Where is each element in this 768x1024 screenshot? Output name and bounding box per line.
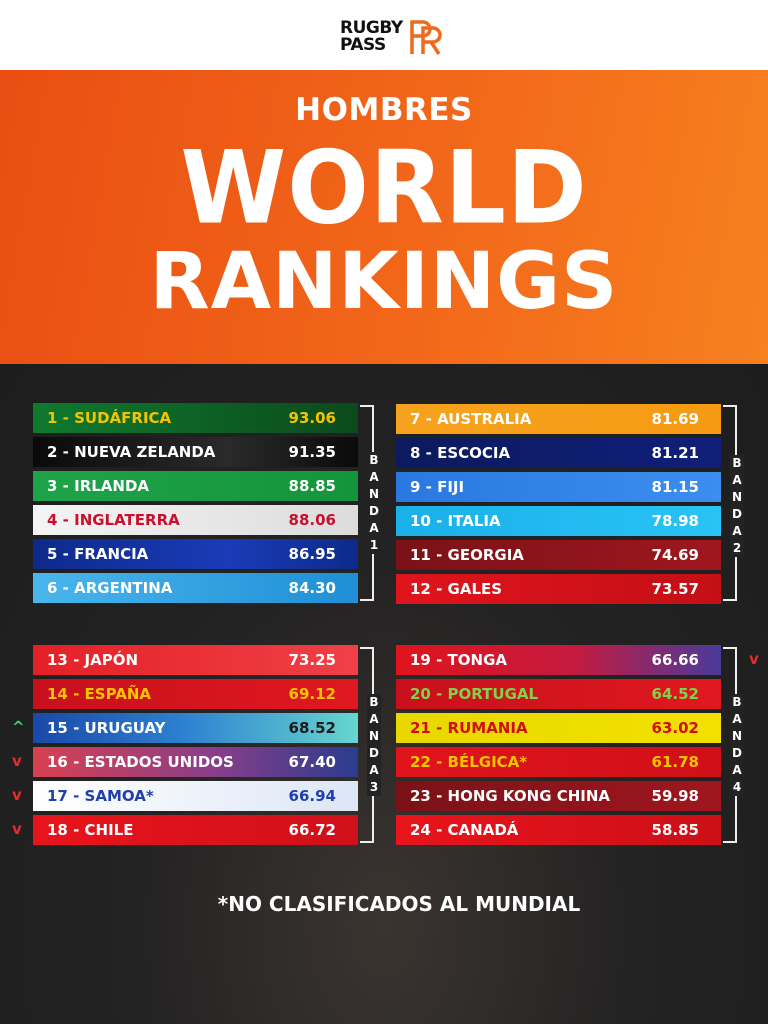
team-name: 5 - FRANCIA: [47, 545, 149, 563]
team-points: 66.94: [288, 787, 336, 805]
logo-wordmark: RUGBY PASS: [340, 20, 403, 54]
ranking-row: 22 - BÉLGICA* 61.78: [396, 747, 721, 777]
band-2-list: 7 - AUSTRALIA 81.69 8 - ESCOCIA 81.21 9 - …: [396, 404, 721, 608]
team-name: 15 - URUGUAY: [47, 719, 166, 737]
team-name: 20 - PORTUGAL: [410, 685, 539, 703]
team-points: 91.35: [288, 443, 336, 461]
page-title-line-2: RANKINGS: [149, 237, 619, 327]
team-name: 9 - FIJI: [410, 478, 465, 496]
ranking-row: 5 - FRANCIA 86.95: [33, 539, 358, 569]
ranking-row: 16 - ESTADOS UNIDOS 67.40: [33, 747, 358, 777]
rank-up-arrow-icon: ^: [12, 718, 25, 736]
team-points: 69.12: [288, 685, 336, 703]
team-name: 21 - RUMANIA: [410, 719, 528, 737]
rank-down-arrow-icon: v: [12, 752, 22, 770]
team-points: 73.57: [651, 580, 699, 598]
ranking-row: 6 - ARGENTINA 84.30: [33, 573, 358, 603]
team-points: 93.06: [288, 409, 336, 427]
team-name: 18 - CHILE: [47, 821, 134, 839]
page-title-line-1: WORLD: [180, 129, 588, 247]
team-points: 64.52: [651, 685, 699, 703]
team-name: 13 - JAPÓN: [47, 651, 139, 669]
team-name: 24 - CANADÁ: [410, 821, 519, 839]
team-name: 10 - ITALIA: [410, 512, 501, 530]
team-points: 88.06: [288, 511, 336, 529]
team-name: 12 - GALES: [410, 580, 503, 598]
ranking-row: 7 - AUSTRALIA 81.69: [396, 404, 721, 434]
title-banner: HOMBRES WORLD RANKINGS: [0, 70, 768, 364]
team-points: 88.85: [288, 477, 336, 495]
team-name: 22 - BÉLGICA*: [410, 753, 528, 771]
ranking-row: 10 - ITALIA 78.98: [396, 506, 721, 536]
ranking-row: 15 - URUGUAY 68.52: [33, 713, 358, 743]
team-name: 16 - ESTADOS UNIDOS: [47, 753, 234, 771]
team-name: 6 - ARGENTINA: [47, 579, 173, 597]
team-name: 4 - INGLATERRA: [47, 511, 180, 529]
team-name: 14 - ESPAÑA: [47, 685, 151, 703]
band-3-list: 13 - JAPÓN 73.25 14 - ESPAÑA 69.12 15 - UR…: [33, 645, 358, 849]
ranking-row: 8 - ESCOCIA 81.21: [396, 438, 721, 468]
team-name: 1 - SUDÁFRICA: [47, 409, 172, 427]
ranking-row: 20 - PORTUGAL 64.52: [396, 679, 721, 709]
team-name: 17 - SAMOA*: [47, 787, 154, 805]
team-points: 66.66: [651, 651, 699, 669]
team-name: 8 - ESCOCIA: [410, 444, 511, 462]
team-points: 73.25: [288, 651, 336, 669]
team-points: 81.21: [651, 444, 699, 462]
ranking-row: 4 - INGLATERRA 88.06: [33, 505, 358, 535]
ranking-row: 9 - FIJI 81.15: [396, 472, 721, 502]
logo-line-2: PASS: [340, 35, 386, 55]
team-points: 78.98: [651, 512, 699, 530]
team-name: 19 - TONGA: [410, 651, 508, 669]
team-name: 2 - NUEVA ZELANDA: [47, 443, 216, 461]
ranking-row: 17 - SAMOA* 66.94: [33, 781, 358, 811]
page-subtitle: HOMBRES: [295, 92, 473, 128]
rugbypass-logo: RUGBY PASS: [340, 18, 443, 56]
band-1-list: 1 - SUDÁFRICA 93.06 2 - NUEVA ZELANDA 91.3…: [33, 403, 358, 607]
rank-down-arrow-icon: v: [12, 786, 22, 804]
ranking-row: 18 - CHILE 66.72: [33, 815, 358, 845]
ranking-row: 13 - JAPÓN 73.25: [33, 645, 358, 675]
ranking-row: 24 - CANADÁ 58.85: [396, 815, 721, 845]
ranking-row: 23 - HONG KONG CHINA 59.98: [396, 781, 721, 811]
team-points: 58.85: [651, 821, 699, 839]
team-points: 81.15: [651, 478, 699, 496]
rp-monogram-icon: [409, 18, 443, 56]
team-points: 66.72: [288, 821, 336, 839]
team-points: 68.52: [288, 719, 336, 737]
ranking-row: 14 - ESPAÑA 69.12: [33, 679, 358, 709]
rank-down-arrow-icon: v: [749, 650, 759, 668]
team-points: 74.69: [651, 546, 699, 564]
ranking-row: 1 - SUDÁFRICA 93.06: [33, 403, 358, 433]
team-points: 86.95: [288, 545, 336, 563]
team-points: 59.98: [651, 787, 699, 805]
team-name: 3 - IRLANDA: [47, 477, 150, 495]
ranking-row: 3 - IRLANDA 88.85: [33, 471, 358, 501]
team-points: 61.78: [651, 753, 699, 771]
ranking-row: 19 - TONGA 66.66: [396, 645, 721, 675]
team-points: 67.40: [288, 753, 336, 771]
team-points: 81.69: [651, 410, 699, 428]
ranking-row: 21 - RUMANIA 63.02: [396, 713, 721, 743]
top-bar: RUGBY PASS: [0, 0, 768, 70]
team-points: 63.02: [651, 719, 699, 737]
logo-line-1: RUGBY: [340, 18, 403, 38]
rank-down-arrow-icon: v: [12, 820, 22, 838]
ranking-row: 2 - NUEVA ZELANDA 91.35: [33, 437, 358, 467]
footnote: *NO CLASIFICADOS AL MUNDIAL: [217, 892, 581, 916]
band-4-list: 19 - TONGA 66.66 20 - PORTUGAL 64.52 21 - …: [396, 645, 721, 849]
team-name: 23 - HONG KONG CHINA: [410, 787, 611, 805]
team-points: 84.30: [288, 579, 336, 597]
team-name: 11 - GEORGIA: [410, 546, 524, 564]
team-name: 7 - AUSTRALIA: [410, 410, 532, 428]
ranking-row: 11 - GEORGIA 74.69: [396, 540, 721, 570]
ranking-row: 12 - GALES 73.57: [396, 574, 721, 604]
